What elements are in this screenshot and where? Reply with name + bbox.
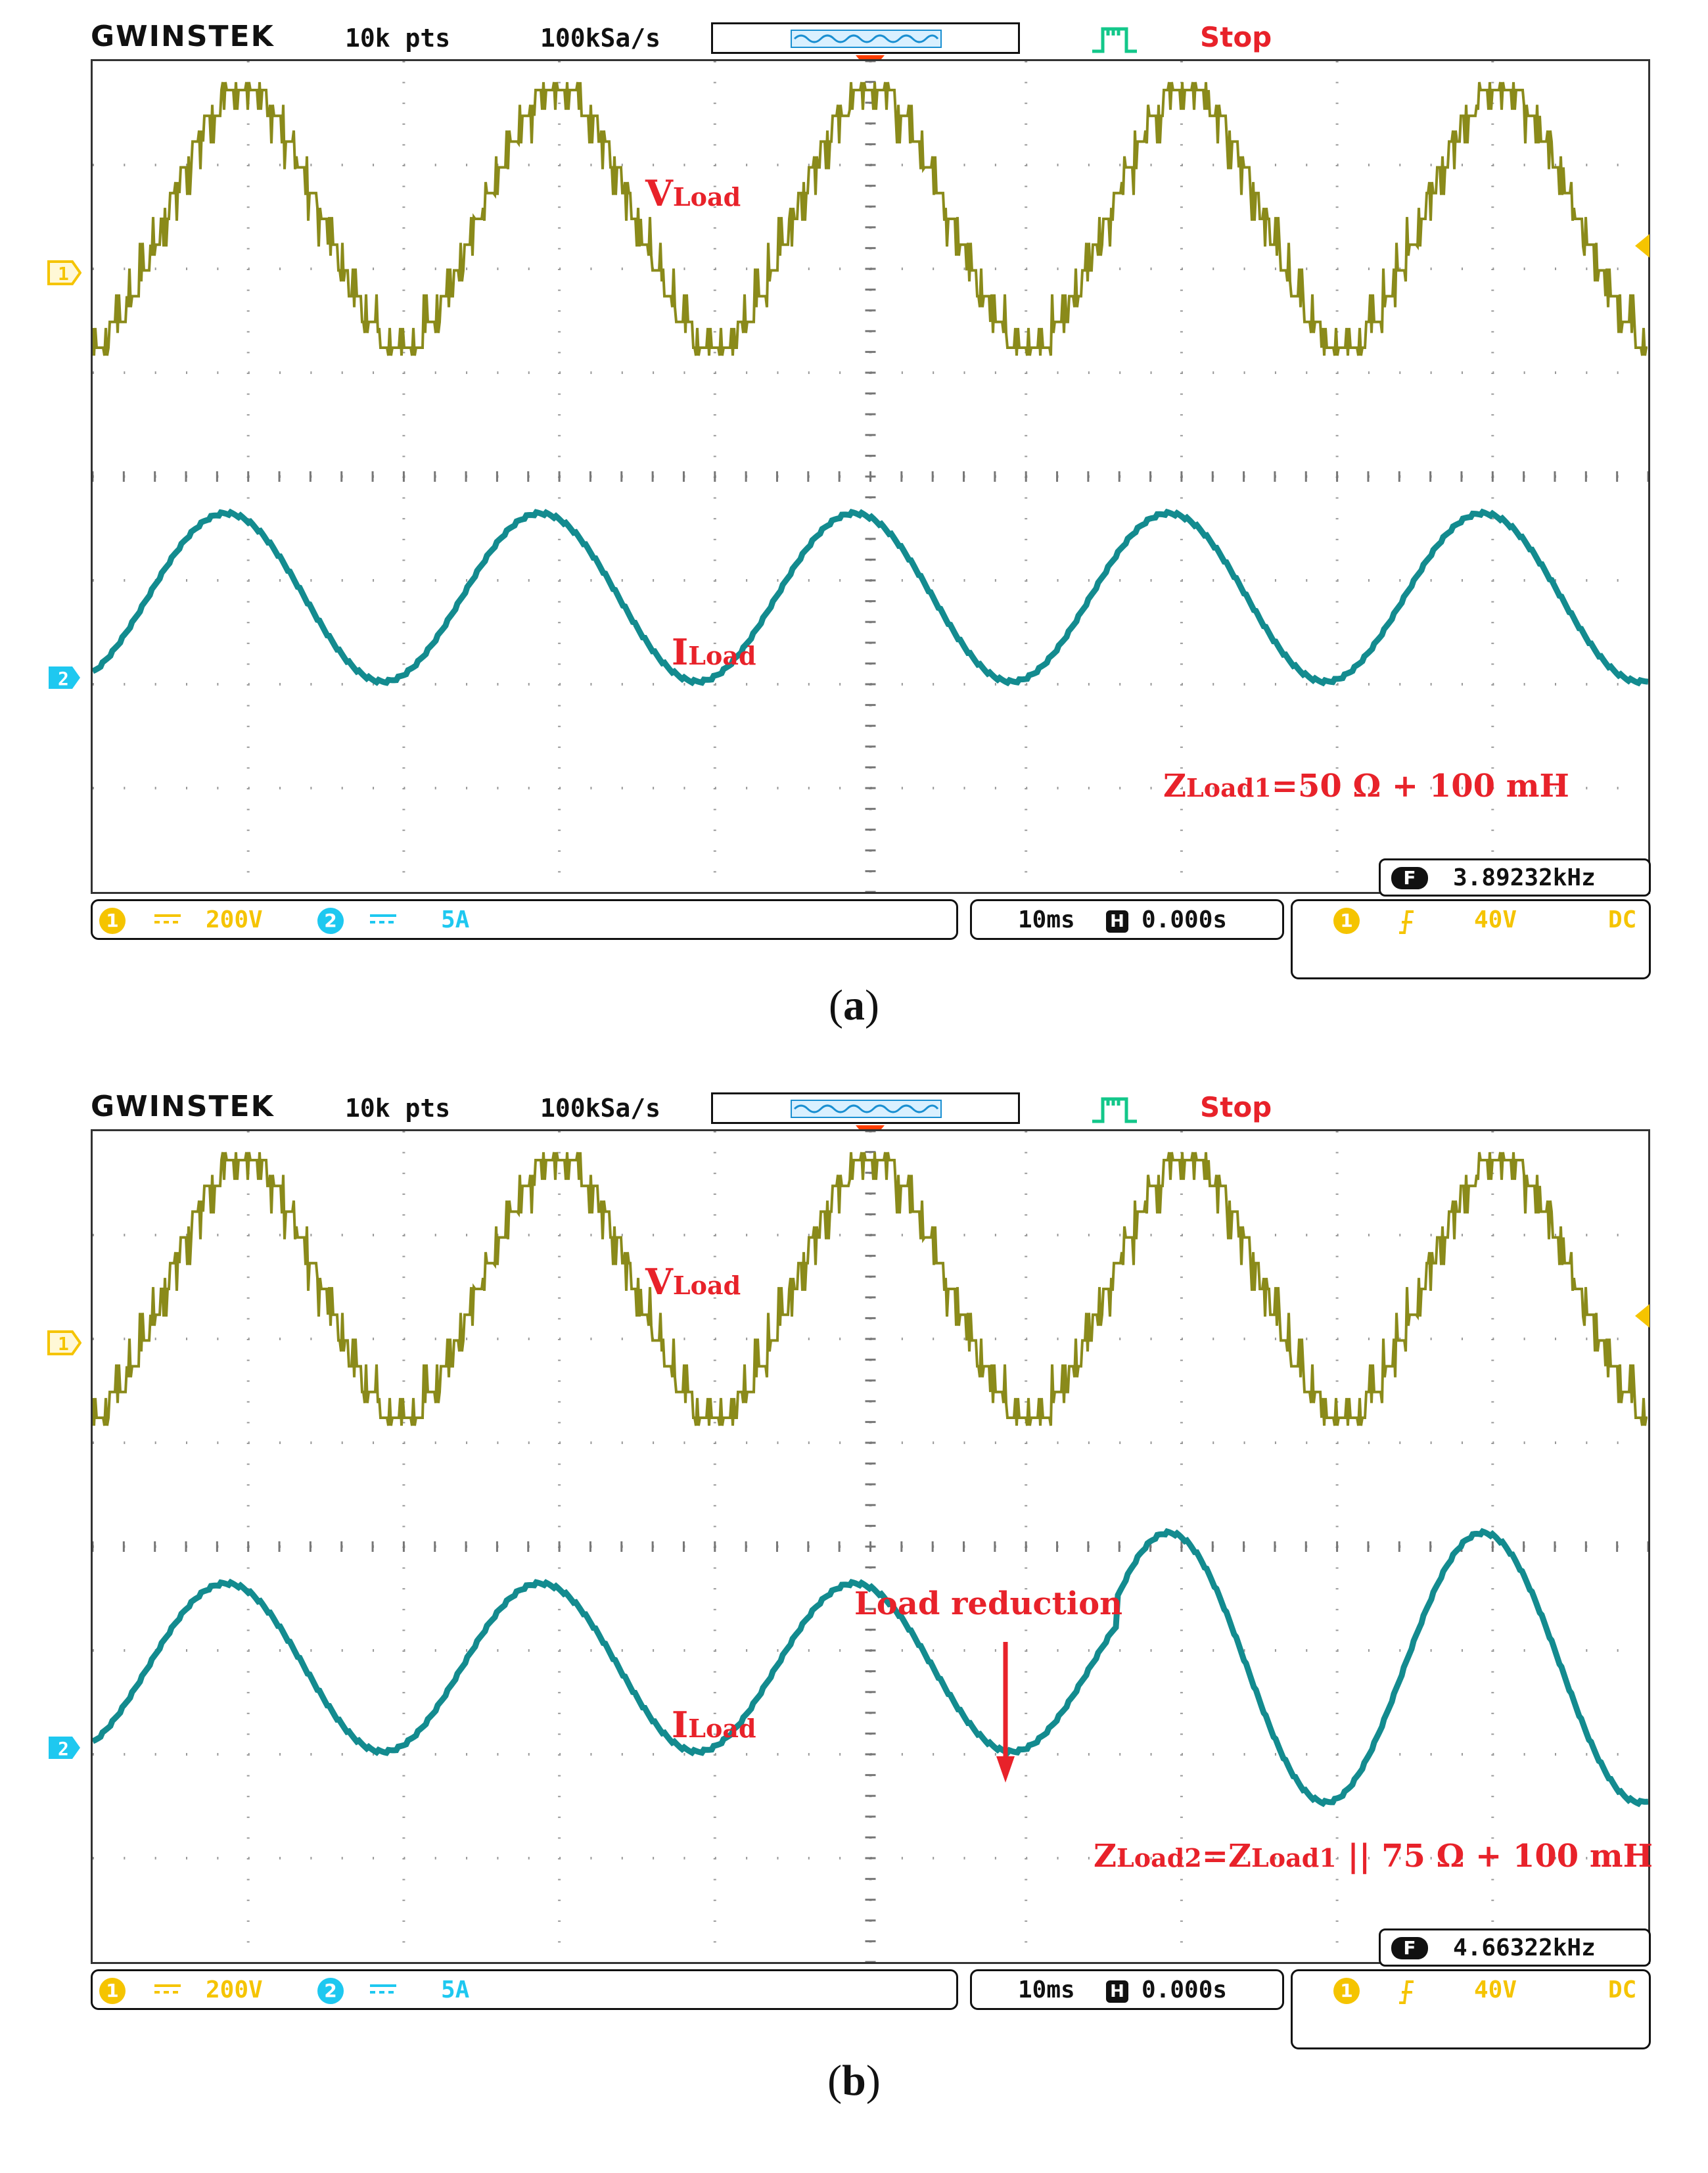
frequency-readout: F 3.89232kHz <box>1379 858 1651 897</box>
brand-logo: GWINSTEK <box>91 20 275 53</box>
timebase-status[interactable]: 10ms H 0.000s <box>970 899 1284 940</box>
timebase-value: 10ms <box>1018 906 1075 933</box>
dc-coupling-icon <box>370 914 396 923</box>
dc-coupling-icon <box>370 1984 396 1994</box>
record-length: 10k pts <box>345 1094 451 1123</box>
ch2-chip[interactable]: 2 <box>317 908 344 934</box>
h-position-icon: H <box>1106 910 1128 933</box>
frequency-counter-icon: F <box>1391 1937 1428 1959</box>
run-stop-status[interactable]: Stop <box>1200 21 1272 53</box>
memory-wave-icon <box>793 1104 939 1113</box>
ch1-ground-marker[interactable]: 1 <box>47 260 81 285</box>
frequency-value: 3.89232kHz <box>1453 864 1596 891</box>
trigger-level-marker[interactable] <box>1635 234 1650 258</box>
trigger-status[interactable]: 1 40V DC <box>1291 899 1651 979</box>
down-arrow-icon <box>996 1642 1015 1783</box>
scope-panel-b: GWINSTEK 10k pts 100kSa/s Stop 1 2 VLoad… <box>0 1070 1708 2135</box>
memory-window[interactable] <box>791 30 942 48</box>
channel-status-bar[interactable]: 1 200V 2 5A <box>91 899 958 940</box>
frequency-counter-icon: F <box>1391 867 1428 889</box>
iload-trace <box>93 508 1648 687</box>
trigger-level: 40V <box>1474 906 1517 933</box>
vload-trace <box>93 82 1648 356</box>
ch1-scale: 200V <box>206 1976 263 2003</box>
brand-logo: GWINSTEK <box>91 1090 275 1123</box>
memory-bar[interactable] <box>711 22 1020 54</box>
figure-caption: (a) <box>829 981 879 1029</box>
ch2-scale: 5A <box>441 1976 470 2003</box>
ch1-chip[interactable]: 1 <box>99 908 126 934</box>
sample-rate: 100kSa/s <box>540 1094 661 1123</box>
ch2-marker-label: 2 <box>58 668 69 689</box>
iload-trace <box>93 1528 1648 1808</box>
h-position-value: 0.000s <box>1142 906 1228 933</box>
ch2-ground-marker[interactable]: 2 <box>47 665 81 690</box>
rising-edge-icon <box>1092 27 1137 53</box>
rising-edge-trigger-icon <box>1399 910 1414 934</box>
zload2-label: ZLoad2=ZLoad1 || 75 Ω + 100 mH <box>1094 1838 1653 1875</box>
rising-edge-icon <box>1092 1097 1137 1123</box>
iload-label: ILoad <box>672 631 756 673</box>
frequency-readout: F 4.66322kHz <box>1379 1928 1651 1967</box>
zload-label: ZLoad1=50 Ω + 100 mH <box>1163 768 1569 805</box>
trigger-source-chip[interactable]: 1 <box>1333 908 1360 934</box>
ch1-scale: 200V <box>206 906 263 933</box>
trigger-level: 40V <box>1474 1976 1517 2003</box>
sample-rate: 100kSa/s <box>540 24 661 53</box>
rising-edge-trigger-icon <box>1399 1980 1414 2004</box>
memory-bar[interactable] <box>711 1092 1020 1124</box>
timebase-value: 10ms <box>1018 1976 1075 2003</box>
trigger-coupling: DC <box>1608 1976 1637 2003</box>
record-length: 10k pts <box>345 24 451 53</box>
trigger-level-marker[interactable] <box>1635 1304 1650 1328</box>
h-position-icon: H <box>1106 1980 1128 2003</box>
waveform-screen <box>91 1129 1650 1964</box>
trigger-status[interactable]: 1 40V DC <box>1291 1969 1651 2049</box>
timebase-status[interactable]: 10ms H 0.000s <box>970 1969 1284 2010</box>
ch2-scale: 5A <box>441 906 470 933</box>
run-stop-status[interactable]: Stop <box>1200 1091 1272 1123</box>
trigger-source-chip[interactable]: 1 <box>1333 1978 1360 2004</box>
channel-status-bar[interactable]: 1 200V 2 5A <box>91 1969 958 2010</box>
vload-trace <box>93 1152 1648 1426</box>
dc-coupling-icon <box>154 1984 181 1994</box>
memory-wave-icon <box>793 34 939 43</box>
vload-label: VLoad <box>645 172 741 214</box>
frequency-value: 4.66322kHz <box>1453 1934 1596 1961</box>
ch2-marker-label: 2 <box>58 1738 69 1760</box>
h-position-value: 0.000s <box>1142 1976 1228 2003</box>
ch1-ground-marker[interactable]: 1 <box>47 1330 81 1355</box>
memory-window[interactable] <box>791 1100 942 1118</box>
iload-label: ILoad <box>672 1704 756 1746</box>
load-reduction-annotation: Load reduction <box>854 1585 1122 1622</box>
figure-caption: (b) <box>827 2057 881 2105</box>
ch1-chip[interactable]: 1 <box>99 1978 126 2004</box>
waveform-screen <box>91 59 1650 894</box>
graticule <box>93 61 1648 892</box>
ch1-marker-label: 1 <box>58 263 69 285</box>
ch2-ground-marker[interactable]: 2 <box>47 1735 81 1760</box>
vload-label: VLoad <box>645 1261 741 1303</box>
graticule <box>93 1131 1648 1962</box>
trigger-coupling: DC <box>1608 906 1637 933</box>
ch2-chip[interactable]: 2 <box>317 1978 344 2004</box>
dc-coupling-icon <box>154 914 181 923</box>
ch1-marker-label: 1 <box>58 1333 69 1355</box>
scope-panel-a: GWINSTEK 10k pts 100kSa/s Stop 1 2 VLoad… <box>0 0 1708 1065</box>
